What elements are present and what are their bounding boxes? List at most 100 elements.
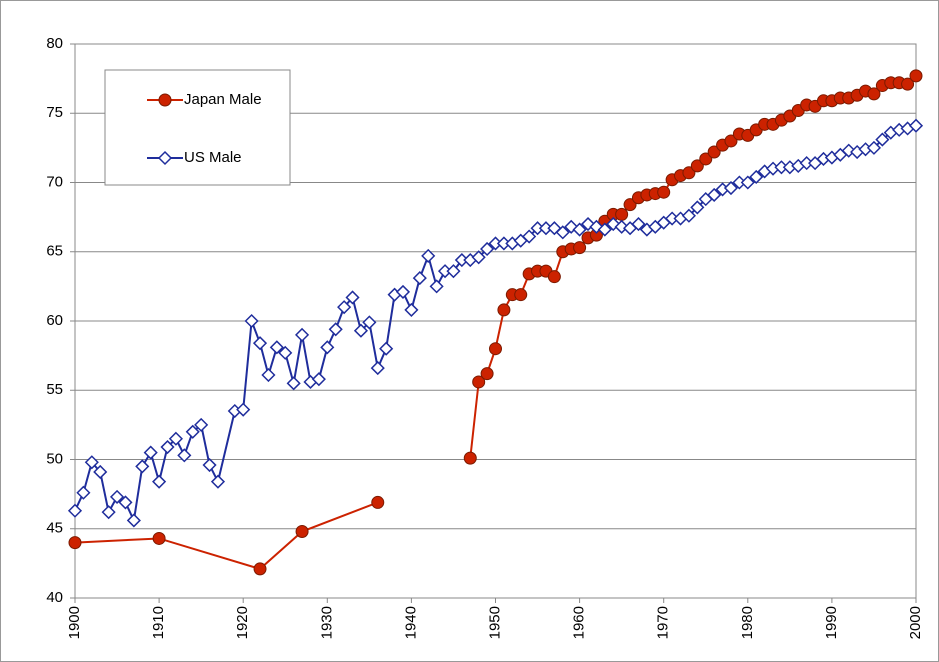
point xyxy=(371,495,385,509)
point xyxy=(194,417,209,432)
point xyxy=(135,459,150,474)
x-tick-label: 1960 xyxy=(571,606,588,639)
legend-label: Japan Male xyxy=(184,91,262,108)
point xyxy=(345,290,360,305)
x-tick-label: 1930 xyxy=(318,606,335,639)
point xyxy=(252,336,268,351)
x-tick-label: 1920 xyxy=(234,606,251,639)
point xyxy=(286,376,301,391)
point xyxy=(109,489,125,504)
point xyxy=(749,169,764,185)
point xyxy=(707,187,722,203)
point xyxy=(328,322,343,337)
point xyxy=(404,302,419,317)
point xyxy=(295,525,309,539)
point xyxy=(657,185,671,199)
point xyxy=(723,180,739,196)
point xyxy=(412,271,427,286)
point xyxy=(573,241,587,255)
y-tick-label: 40 xyxy=(46,589,63,606)
y-tick-label: 80 xyxy=(46,35,63,52)
point xyxy=(84,455,99,470)
point xyxy=(160,439,175,455)
legend: Japan Male US Male xyxy=(104,69,291,186)
point xyxy=(480,367,494,381)
point xyxy=(909,69,923,83)
point xyxy=(615,207,629,221)
y-tick-label: 65 xyxy=(46,243,63,260)
point xyxy=(555,225,570,240)
x-tick-label: 2000 xyxy=(907,606,924,639)
point xyxy=(152,474,167,489)
point xyxy=(379,341,394,356)
x-tick-label: 1950 xyxy=(486,606,503,639)
x-tick-label: 1970 xyxy=(655,606,672,639)
x-tick-label: 1900 xyxy=(66,606,83,639)
point xyxy=(152,531,166,545)
point xyxy=(707,145,721,159)
point xyxy=(480,241,495,257)
point xyxy=(76,485,91,500)
point xyxy=(295,327,310,342)
y-tick-label: 75 xyxy=(46,104,63,121)
point xyxy=(185,424,200,439)
point xyxy=(395,284,411,299)
y-tick-label: 60 xyxy=(46,312,63,329)
point xyxy=(311,372,326,387)
point xyxy=(740,175,755,190)
point xyxy=(681,208,696,223)
point xyxy=(875,132,890,147)
point xyxy=(699,152,713,166)
point xyxy=(597,222,612,237)
point xyxy=(572,222,587,237)
point xyxy=(370,361,385,376)
y-tick-label: 70 xyxy=(46,173,63,190)
x-tick-label: 1910 xyxy=(150,606,167,639)
point xyxy=(362,315,377,330)
point xyxy=(261,367,276,383)
point xyxy=(690,159,704,173)
legend-marker xyxy=(158,93,172,107)
point xyxy=(631,216,646,232)
point xyxy=(471,250,486,265)
point xyxy=(337,300,352,315)
point xyxy=(867,87,881,101)
point xyxy=(497,303,511,317)
point xyxy=(446,264,461,279)
point xyxy=(429,279,444,294)
point xyxy=(901,77,915,91)
point xyxy=(244,313,259,329)
point xyxy=(93,464,108,480)
point xyxy=(489,342,502,356)
point xyxy=(320,340,335,355)
legend-box xyxy=(104,69,291,186)
point xyxy=(522,229,537,244)
point xyxy=(866,140,882,155)
point xyxy=(118,495,133,510)
point xyxy=(353,323,369,338)
x-tick-label: 1980 xyxy=(739,606,756,639)
point xyxy=(421,248,436,263)
point xyxy=(514,288,528,302)
point xyxy=(126,513,141,528)
point xyxy=(168,431,183,446)
point xyxy=(101,505,116,520)
point xyxy=(269,340,284,355)
point xyxy=(278,345,293,360)
y-tick-label: 50 xyxy=(46,450,63,467)
point xyxy=(236,402,251,417)
x-tick-label: 1990 xyxy=(823,606,840,639)
point xyxy=(724,134,738,148)
point xyxy=(463,451,477,465)
point xyxy=(68,536,82,550)
point xyxy=(67,503,83,518)
point xyxy=(202,457,217,473)
y-tick-label: 55 xyxy=(46,381,63,398)
point xyxy=(472,375,486,389)
point xyxy=(177,448,192,463)
x-tick-label: 1940 xyxy=(402,606,419,639)
point xyxy=(908,118,924,133)
point xyxy=(253,562,267,576)
